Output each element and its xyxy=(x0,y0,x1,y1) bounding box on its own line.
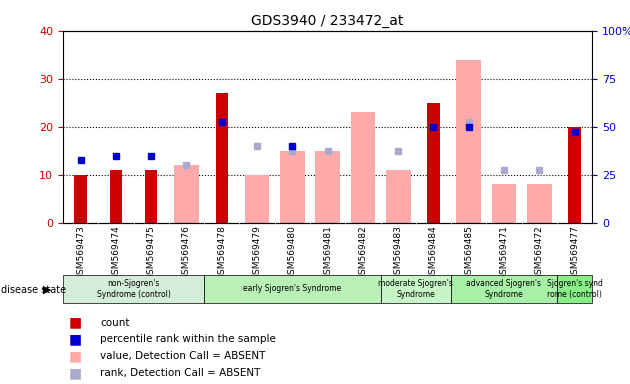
Text: GSM569482: GSM569482 xyxy=(358,225,367,280)
Text: rank, Detection Call = ABSENT: rank, Detection Call = ABSENT xyxy=(100,368,260,378)
Bar xyxy=(215,93,228,223)
Text: GSM569476: GSM569476 xyxy=(182,225,191,280)
Bar xyxy=(527,184,552,223)
Text: GSM569474: GSM569474 xyxy=(112,225,120,280)
Bar xyxy=(244,175,270,223)
Bar xyxy=(280,151,305,223)
Text: GSM569478: GSM569478 xyxy=(217,225,226,280)
Bar xyxy=(204,275,381,303)
Bar xyxy=(110,170,122,223)
Text: early Sjogren's Syndrome: early Sjogren's Syndrome xyxy=(243,285,341,293)
Bar xyxy=(386,170,411,223)
Bar xyxy=(174,165,199,223)
Bar xyxy=(74,175,87,223)
Text: GSM569479: GSM569479 xyxy=(253,225,261,280)
Text: GSM569472: GSM569472 xyxy=(535,225,544,280)
Bar xyxy=(315,151,340,223)
Bar xyxy=(145,170,158,223)
Bar xyxy=(63,275,204,303)
Text: GSM569477: GSM569477 xyxy=(570,225,579,280)
Text: ■: ■ xyxy=(68,366,81,380)
Text: ▶: ▶ xyxy=(43,285,51,295)
Text: GSM569471: GSM569471 xyxy=(500,225,508,280)
Text: GSM569475: GSM569475 xyxy=(147,225,156,280)
Bar xyxy=(381,275,451,303)
Text: disease state: disease state xyxy=(1,285,66,295)
Text: GSM569485: GSM569485 xyxy=(464,225,473,280)
Text: percentile rank within the sample: percentile rank within the sample xyxy=(100,334,276,344)
Text: GSM569480: GSM569480 xyxy=(288,225,297,280)
Text: Sjogren's synd
rome (control): Sjogren's synd rome (control) xyxy=(547,279,602,299)
Text: ■: ■ xyxy=(68,316,81,329)
Bar xyxy=(456,60,481,223)
Text: ■: ■ xyxy=(68,349,81,363)
Bar xyxy=(491,184,517,223)
Text: ■: ■ xyxy=(68,333,81,346)
Bar xyxy=(350,112,375,223)
Text: count: count xyxy=(100,318,130,328)
Text: value, Detection Call = ABSENT: value, Detection Call = ABSENT xyxy=(100,351,265,361)
Text: advanced Sjogren's
Syndrome: advanced Sjogren's Syndrome xyxy=(466,279,542,299)
Text: GSM569484: GSM569484 xyxy=(429,225,438,280)
Text: GSM569483: GSM569483 xyxy=(394,225,403,280)
Text: GSM569473: GSM569473 xyxy=(76,225,85,280)
Bar xyxy=(451,275,557,303)
Text: GSM569481: GSM569481 xyxy=(323,225,332,280)
Bar xyxy=(427,103,440,223)
Text: moderate Sjogren's
Syndrome: moderate Sjogren's Syndrome xyxy=(379,279,453,299)
Bar xyxy=(557,275,592,303)
Title: GDS3940 / 233472_at: GDS3940 / 233472_at xyxy=(251,14,404,28)
Text: non-Sjogren's
Syndrome (control): non-Sjogren's Syndrome (control) xyxy=(96,279,171,299)
Bar xyxy=(568,127,581,223)
